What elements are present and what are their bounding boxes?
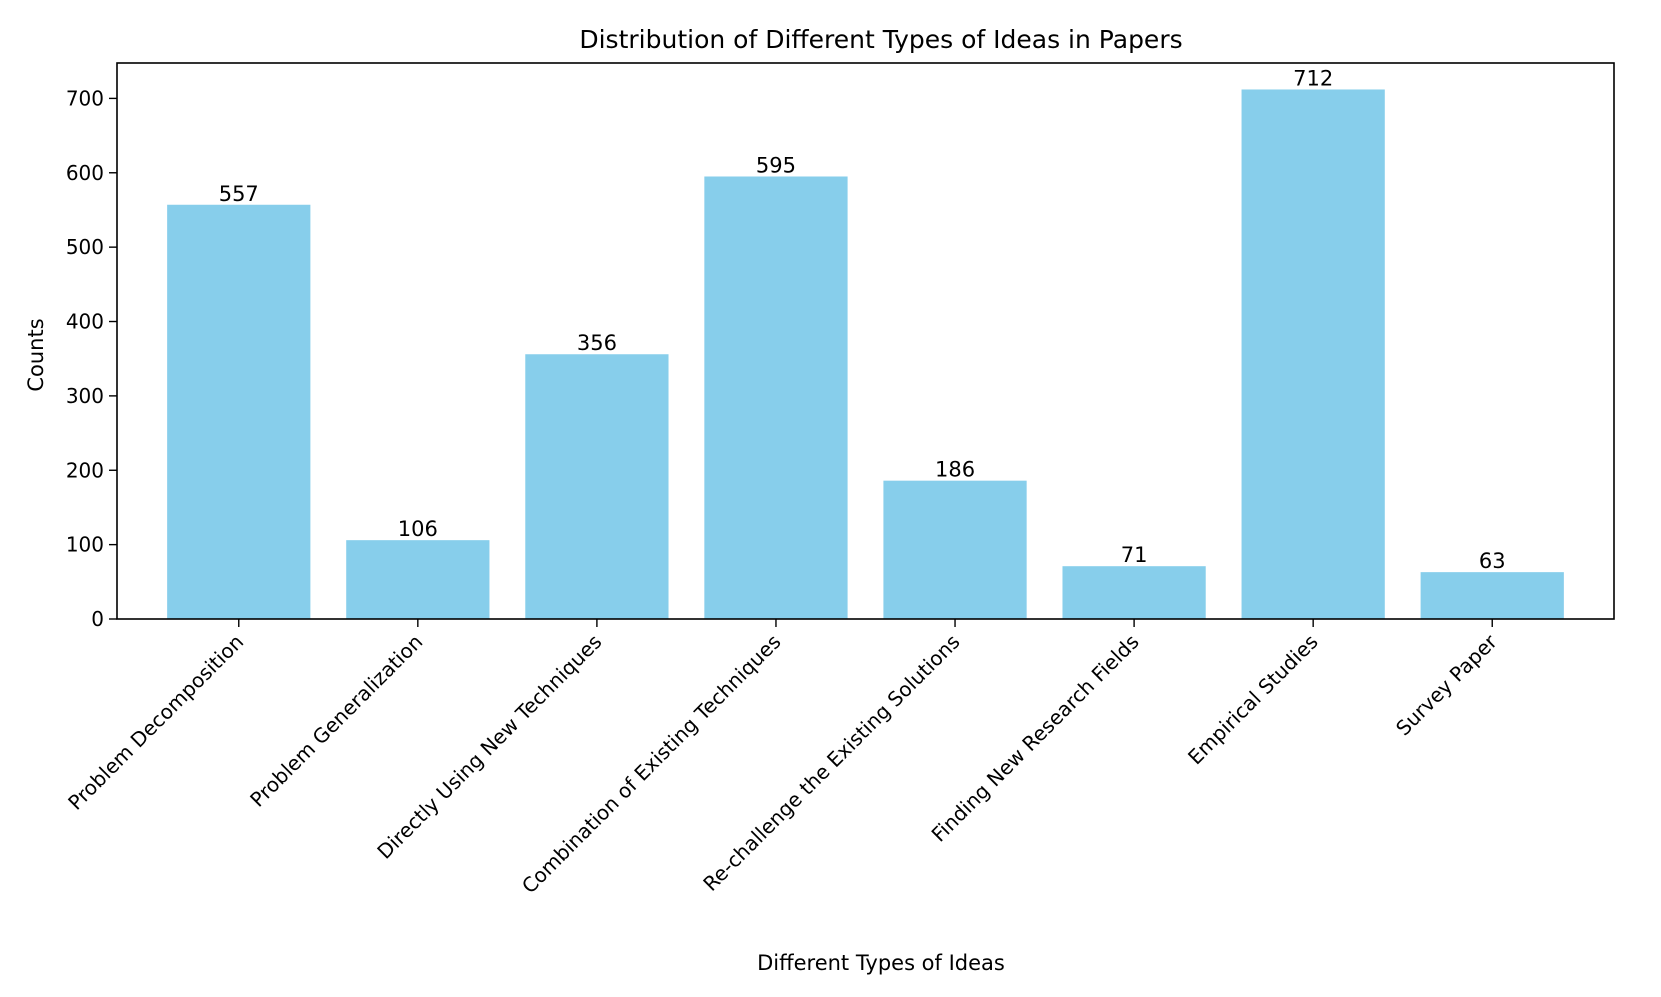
x-tick-label-1: Problem Generalization xyxy=(245,630,427,812)
bar-5 xyxy=(1062,566,1206,619)
x-tick-label-5: Finding New Research Fields xyxy=(927,630,1144,847)
y-axis: 0 100 200 300 400 500 600 700 xyxy=(66,86,117,631)
x-axis-label: Different Types of Ideas xyxy=(757,951,1005,975)
y-tick-label-2: 200 xyxy=(66,458,104,482)
data-label-7: 63 xyxy=(1479,549,1506,573)
y-tick-label-1: 100 xyxy=(66,533,104,557)
bar-6 xyxy=(1241,89,1385,619)
plot-area-frame xyxy=(116,62,1615,620)
x-tick-label-7: Survey Paper xyxy=(1391,629,1502,740)
data-label-6: 712 xyxy=(1293,66,1333,90)
y-tick-label-4: 400 xyxy=(66,310,104,334)
bar-3 xyxy=(704,176,848,619)
bar-0 xyxy=(167,204,311,619)
data-label-4: 186 xyxy=(935,458,975,482)
bar-4 xyxy=(883,480,1027,619)
y-tick-label-6: 600 xyxy=(66,161,104,185)
y-tick-label-0: 0 xyxy=(91,607,104,631)
data-label-2: 356 xyxy=(577,331,617,355)
data-label-5: 71 xyxy=(1121,543,1148,567)
data-label-3: 595 xyxy=(756,153,796,177)
y-tick-label-5: 500 xyxy=(66,235,104,259)
x-tick-label-0: Problem Decomposition xyxy=(63,630,248,815)
bar-1 xyxy=(346,540,490,619)
chart-title: Distribution of Different Types of Ideas… xyxy=(579,25,1182,54)
bar-7 xyxy=(1420,572,1564,619)
data-label-0: 557 xyxy=(219,182,259,206)
y-tick-label-7: 700 xyxy=(66,86,104,110)
data-labels-group: 557 106 356 595 186 71 712 63 xyxy=(219,66,1506,573)
y-tick-label-3: 300 xyxy=(66,384,104,408)
y-axis-label: Counts xyxy=(24,318,48,391)
data-label-1: 106 xyxy=(398,517,438,541)
bar-2 xyxy=(525,354,669,619)
x-tick-label-6: Empirical Studies xyxy=(1183,630,1323,770)
bars-group xyxy=(167,89,1564,619)
